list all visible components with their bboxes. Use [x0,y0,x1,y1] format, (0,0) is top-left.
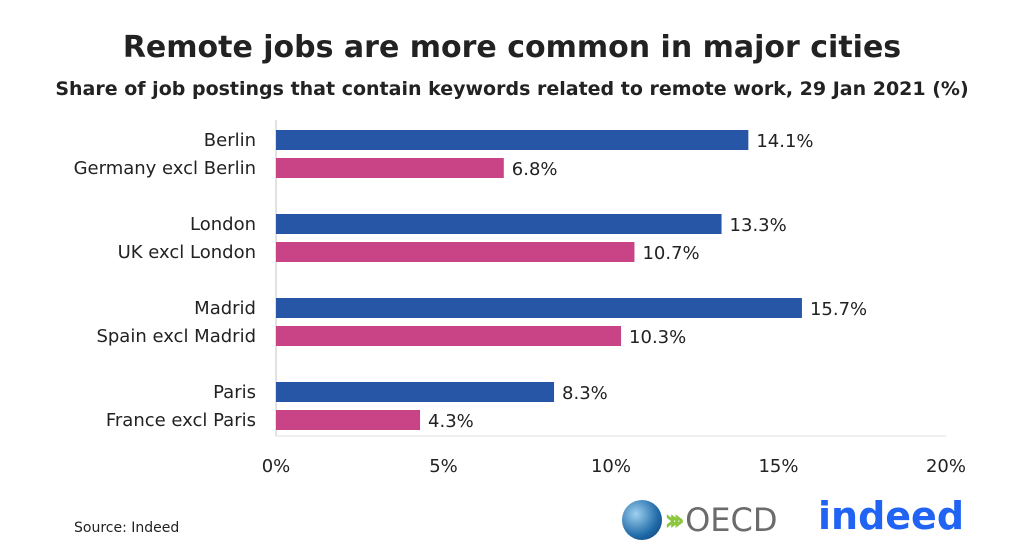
data-label: 14.1% [756,131,813,152]
category-label: Madrid [194,298,256,319]
oecd-logo-text: OECD [685,501,778,539]
category-label: France excl Paris [106,410,256,431]
bar [276,326,622,346]
x-tick-label: 10% [591,456,631,477]
chart-subtitle: Share of job postings that contain keywo… [55,78,969,100]
bar [276,130,749,150]
chevrons-icon: ››› [664,502,685,538]
category-label: London [190,214,256,235]
source-note: Source: Indeed [74,520,180,536]
indeed-logo: indeed [818,494,965,538]
bar [276,298,802,318]
bar [276,158,504,178]
bar [276,382,555,402]
data-label: 4.3% [428,411,474,432]
bar [276,242,635,262]
data-label: 6.8% [512,159,558,180]
category-label: Germany excl Berlin [74,158,256,179]
bar [276,410,421,430]
category-label: Berlin [204,130,256,151]
data-label: 15.7% [810,299,867,320]
x-tick-label: 0% [262,456,291,477]
category-label: Spain excl Madrid [96,326,256,347]
x-tick-label: 5% [429,456,458,477]
category-label: UK excl London [118,242,256,263]
x-tick-label: 20% [926,456,966,477]
data-label: 8.3% [562,383,608,404]
data-label: 10.3% [629,327,686,348]
category-label: Paris [213,382,256,403]
chart-title: Remote jobs are more common in major cit… [122,30,902,65]
x-tick-label: 15% [758,456,798,477]
data-label: 13.3% [730,215,787,236]
globe-icon [622,500,662,540]
data-label: 10.7% [642,243,699,264]
oecd-logo: ››› OECD [622,500,777,540]
bar [276,214,722,234]
